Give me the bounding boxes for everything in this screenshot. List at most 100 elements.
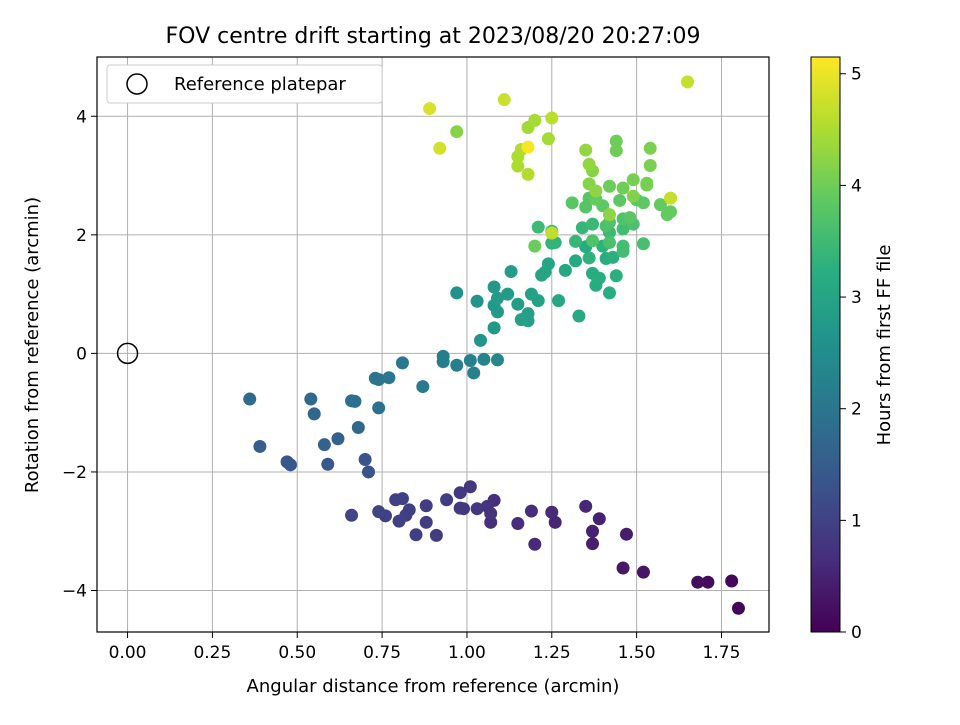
y-tick-label: 2: [76, 226, 87, 246]
data-point: [470, 502, 484, 516]
data-point: [351, 420, 365, 434]
data-point: [382, 371, 396, 385]
data-point: [253, 439, 267, 453]
data-point: [497, 93, 511, 107]
data-point: [616, 239, 630, 253]
data-point: [643, 141, 657, 155]
data-point: [609, 134, 623, 148]
data-point: [545, 505, 559, 519]
data-point: [345, 394, 359, 408]
data-point: [616, 181, 630, 195]
x-tick-label: 0.75: [363, 643, 401, 663]
data-point: [636, 196, 650, 210]
data-point: [372, 372, 386, 386]
data-point: [613, 193, 627, 207]
data-point: [511, 517, 525, 531]
data-point: [579, 499, 593, 513]
data-point: [619, 527, 633, 541]
data-point: [521, 307, 535, 321]
data-point: [501, 287, 515, 301]
data-point: [419, 515, 433, 529]
y-tick-label: 4: [76, 107, 87, 127]
data-point: [609, 144, 623, 158]
data-point: [582, 157, 596, 171]
data-point: [477, 352, 491, 366]
data-point: [429, 528, 443, 542]
data-point: [358, 453, 372, 466]
data-point: [701, 575, 715, 589]
data-point: [423, 102, 437, 116]
reference-marker: [116, 342, 139, 365]
data-point: [616, 222, 630, 236]
data-point: [541, 132, 555, 146]
y-tick-label: −4: [62, 582, 87, 602]
data-point: [616, 561, 630, 575]
colorbar: [810, 56, 841, 633]
colorbar-label: Hours from first FF file: [874, 245, 895, 446]
data-point: [640, 178, 654, 192]
data-point: [545, 226, 559, 240]
colorbar-tick-label: 0: [851, 623, 862, 643]
data-point: [362, 465, 376, 479]
data-point: [725, 574, 739, 588]
data-point: [545, 111, 559, 125]
data-point: [511, 159, 525, 173]
data-point: [586, 234, 600, 248]
legend-marker: [126, 73, 148, 95]
data-point: [484, 515, 498, 529]
data-point: [528, 537, 542, 551]
data-point: [450, 125, 464, 139]
grid-lines: [97, 57, 769, 632]
data-point: [681, 75, 695, 89]
data-point: [653, 198, 667, 212]
data-point: [731, 601, 745, 615]
data-point: [691, 575, 705, 589]
colorbar-tick-label: 3: [851, 288, 862, 308]
data-point: [552, 294, 566, 308]
data-point: [487, 321, 501, 335]
data-point: [579, 143, 593, 157]
data-point: [463, 354, 477, 368]
data-point: [586, 537, 600, 551]
data-point: [592, 271, 606, 285]
data-point: [531, 220, 545, 234]
data-point: [569, 234, 583, 248]
colorbar-tick-label: 5: [851, 65, 862, 85]
data-point: [531, 294, 545, 308]
data-point: [450, 286, 464, 300]
data-point: [453, 501, 467, 515]
y-tick-label: 0: [76, 344, 87, 364]
data-point: [331, 432, 345, 446]
data-point: [521, 167, 535, 181]
data-point: [470, 294, 484, 308]
colorbar-ticks: 0 1 2 3 4 5: [840, 65, 862, 643]
data-point: [487, 280, 501, 294]
colorbar-tick-label: 4: [851, 176, 862, 196]
x-tick-label: 0.50: [278, 643, 316, 663]
y-tick-label: −2: [62, 463, 87, 483]
data-point: [416, 380, 430, 394]
data-point: [586, 217, 600, 231]
data-point: [372, 401, 386, 415]
x-tick-label: 0.00: [109, 643, 147, 663]
x-axis-label: Angular distance from reference (arcmin): [247, 676, 620, 697]
data-point: [484, 506, 498, 520]
data-point: [558, 263, 572, 277]
data-point: [569, 254, 583, 268]
x-tick-label: 1.00: [448, 643, 486, 663]
x-tick-label: 1.75: [703, 643, 741, 663]
data-point: [548, 515, 562, 529]
data-point: [626, 189, 640, 203]
data-point: [521, 140, 535, 154]
legend: Reference platepar: [106, 64, 383, 104]
data-point: [524, 504, 538, 518]
data-point: [636, 565, 650, 579]
legend-box: [106, 64, 383, 104]
data-points: [243, 75, 745, 615]
data-point: [602, 179, 616, 193]
data-point: [490, 353, 504, 367]
data-point: [490, 291, 504, 305]
data-point: [304, 392, 318, 406]
legend-label: Reference platepar: [174, 74, 346, 95]
